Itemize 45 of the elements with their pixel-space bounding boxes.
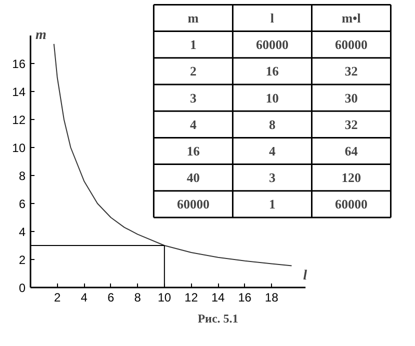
text: 32: [344, 64, 358, 79]
y-tick-label: 2: [18, 253, 26, 267]
text: l: [270, 10, 274, 26]
x-tick-label: 6: [108, 290, 115, 304]
text: m: [188, 10, 199, 26]
annotation: 4: [190, 116, 197, 132]
text: 120: [342, 170, 362, 186]
y-tick-label: 16: [12, 57, 26, 71]
text: 32: [344, 116, 358, 132]
annotation: 60000: [176, 196, 210, 212]
y-tick-label: 0: [18, 281, 26, 295]
x-tick-label: 2: [54, 290, 61, 304]
x-tick-label: 8: [134, 290, 142, 304]
text: 60000: [335, 37, 368, 52]
y-axis-title: m: [36, 28, 46, 43]
y-tick-label: 6: [18, 197, 26, 211]
x-axis-title: l: [303, 268, 308, 284]
annotation: 2: [190, 64, 196, 79]
x-tick-label: 18: [264, 290, 279, 304]
x-tick-label: 14: [211, 290, 225, 304]
y-tick-label: 8: [18, 169, 26, 183]
annotation: 1: [190, 37, 196, 52]
text: 64: [344, 144, 358, 158]
y-tick-label: 4: [18, 225, 26, 239]
annotation: 3: [190, 90, 197, 106]
text: Рис. 5.1: [198, 312, 238, 326]
x-tick-label: 4: [80, 290, 88, 304]
text: 30: [344, 90, 358, 106]
x-tick-label: 16: [238, 290, 252, 304]
x-tick-label: 10: [158, 290, 172, 304]
y-tick-label: 12: [12, 113, 26, 127]
y-tick-label: 10: [12, 141, 26, 155]
annotation: 16: [266, 64, 280, 79]
annotation: 4: [268, 144, 276, 158]
annotation: 40: [186, 170, 200, 186]
annotation: 1: [268, 196, 276, 212]
text: 60000: [335, 196, 368, 212]
annotation: 16: [186, 144, 200, 158]
annotation: 8: [268, 116, 276, 132]
x-tick-label: 12: [184, 290, 198, 304]
text: m•l: [342, 10, 362, 26]
annotation: 60000: [256, 37, 288, 52]
y-tick-label: 14: [12, 85, 26, 99]
annotation: 10: [266, 90, 279, 106]
annotation: 3: [268, 170, 276, 186]
